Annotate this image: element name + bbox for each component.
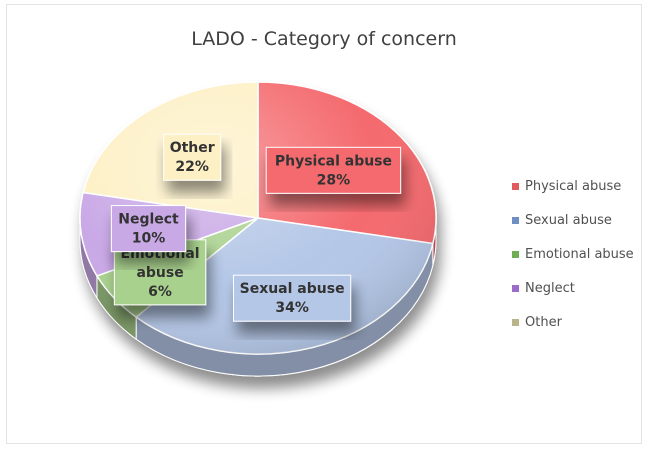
data-label-sexual-abuse: Sexual abuse 34%: [233, 274, 352, 322]
data-label-box: [163, 133, 222, 181]
legend-item-neglect: Neglect: [512, 278, 642, 298]
data-label-physical-abuse: Physical abuse 28%: [265, 146, 402, 194]
data-label-other: Other 22%: [163, 133, 222, 181]
data-label-box: [110, 205, 187, 253]
legend-swatch: [512, 250, 519, 258]
legend-swatch: [512, 182, 519, 190]
legend-item-emotional-abuse: Emotional abuse: [512, 244, 642, 264]
legend-label: Emotional abuse: [525, 246, 634, 262]
data-label-text: Other: [170, 140, 215, 156]
legend-label: Sexual abuse: [525, 212, 612, 228]
data-label-text: abuse: [136, 265, 183, 281]
data-label-text: Physical abuse: [275, 153, 392, 169]
data-label-text: 34%: [275, 300, 309, 316]
data-label-text: 22%: [175, 159, 209, 175]
data-label-box: [265, 146, 402, 194]
chart-title: LADO - Category of concern: [191, 28, 457, 50]
legend-label: Other: [525, 314, 562, 330]
legend-label: Neglect: [525, 280, 575, 296]
data-label-box: [233, 274, 352, 322]
legend-swatch: [512, 318, 519, 326]
legend-swatch: [512, 284, 519, 292]
data-label-text: Sexual abuse: [240, 281, 345, 297]
legend-item-other: Other: [512, 312, 642, 332]
data-label-text: 28%: [317, 172, 351, 188]
legend-swatch: [512, 216, 519, 224]
data-label-text: Neglect: [118, 212, 179, 228]
legend-label: Physical abuse: [525, 178, 622, 194]
data-label-text: 6%: [148, 284, 172, 300]
data-label-text: 10%: [132, 231, 166, 247]
legend-item-physical-abuse: Physical abuse: [512, 176, 642, 196]
data-label-neglect: Neglect 10%: [110, 205, 187, 253]
legend: Physical abuse Sexual abuse Emotional ab…: [512, 176, 642, 346]
legend-item-sexual-abuse: Sexual abuse: [512, 210, 642, 230]
